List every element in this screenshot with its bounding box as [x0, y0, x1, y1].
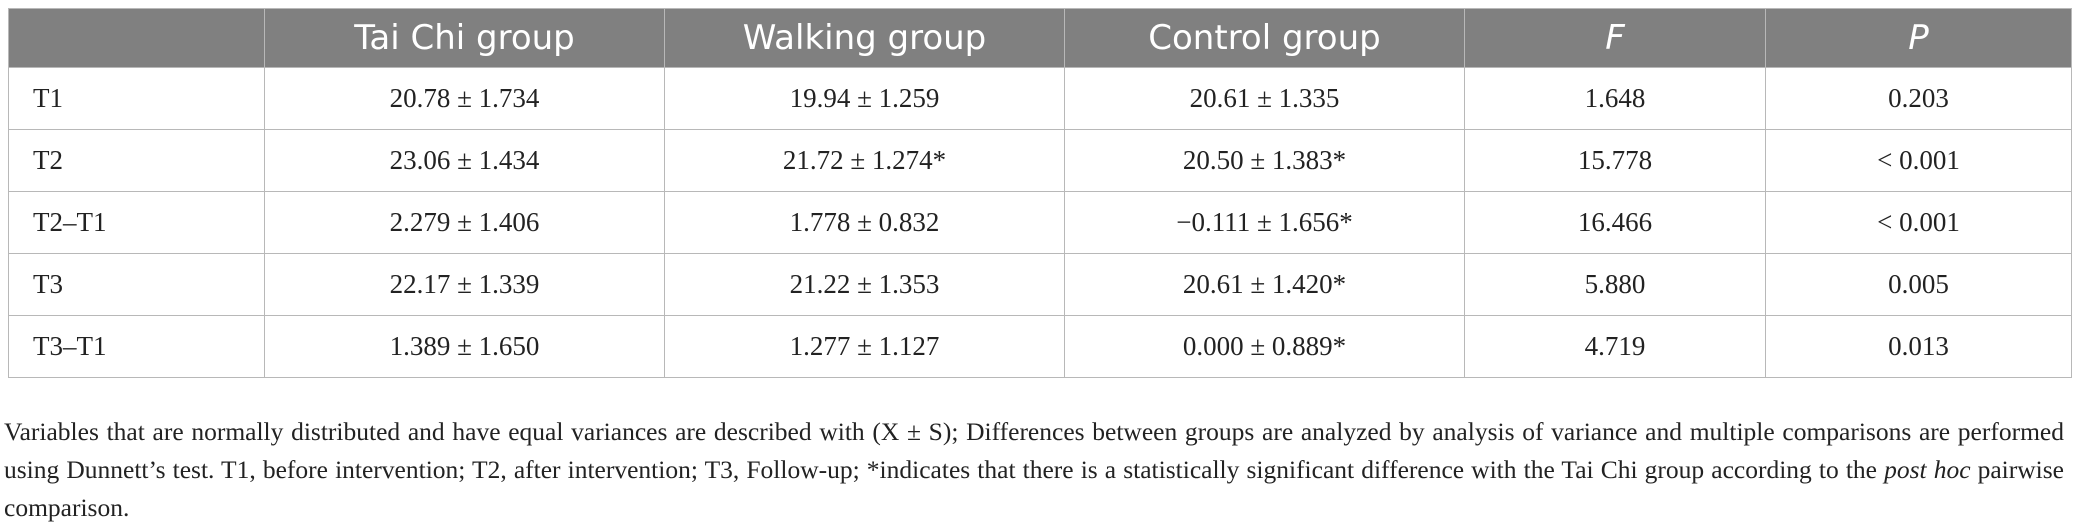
- table-row: T2 23.06 ± 1.434 21.72 ± 1.274* 20.50 ± …: [8, 129, 2072, 192]
- table-row: T3–T1 1.389 ± 1.650 1.277 ± 1.127 0.000 …: [8, 315, 2072, 378]
- table-row: T2–T1 2.279 ± 1.406 1.778 ± 0.832 −0.111…: [8, 191, 2072, 254]
- header-cell-f: F: [1464, 8, 1766, 68]
- header-cell-control: Control group: [1064, 8, 1465, 68]
- header-cell-tai-chi: Tai Chi group: [264, 8, 665, 68]
- table-cell: 1.277 ± 1.127: [664, 315, 1065, 378]
- footnote-text-before: Variables that are normally distributed …: [4, 416, 2064, 484]
- header-cell-p: P: [1765, 8, 2072, 68]
- table-cell: 5.880: [1464, 253, 1766, 316]
- table-cell: < 0.001: [1765, 129, 2072, 192]
- table-cell: 19.94 ± 1.259: [664, 67, 1065, 130]
- row-label: T1: [8, 67, 265, 130]
- row-label: T3: [8, 253, 265, 316]
- table-footnote: Variables that are normally distributed …: [4, 413, 2064, 527]
- table-cell: 20.78 ± 1.734: [264, 67, 665, 130]
- table-cell: 1.778 ± 0.832: [664, 191, 1065, 254]
- table-cell: 1.648: [1464, 67, 1766, 130]
- table-cell: 0.203: [1765, 67, 2072, 130]
- table-cell: 0.000 ± 0.889*: [1064, 315, 1465, 378]
- table-header-row: Tai Chi group Walking group Control grou…: [8, 8, 2072, 68]
- row-label: T3–T1: [8, 315, 265, 378]
- table-cell: 20.61 ± 1.335: [1064, 67, 1465, 130]
- table-cell: 0.013: [1765, 315, 2072, 378]
- table-cell: −0.111 ± 1.656*: [1064, 191, 1465, 254]
- table-cell: < 0.001: [1765, 191, 2072, 254]
- header-cell-walking: Walking group: [664, 8, 1065, 68]
- table-row: T3 22.17 ± 1.339 21.22 ± 1.353 20.61 ± 1…: [8, 253, 2072, 316]
- table-cell: 20.50 ± 1.383*: [1064, 129, 1465, 192]
- table-cell: 4.719: [1464, 315, 1766, 378]
- results-table: Tai Chi group Walking group Control grou…: [8, 8, 2072, 378]
- table-cell: 21.72 ± 1.274*: [664, 129, 1065, 192]
- table-cell: 22.17 ± 1.339: [264, 253, 665, 316]
- table-cell: 15.778: [1464, 129, 1766, 192]
- table-cell: 23.06 ± 1.434: [264, 129, 665, 192]
- table-cell: 20.61 ± 1.420*: [1064, 253, 1465, 316]
- table-cell: 2.279 ± 1.406: [264, 191, 665, 254]
- table-cell: 1.389 ± 1.650: [264, 315, 665, 378]
- table-cell: 21.22 ± 1.353: [664, 253, 1065, 316]
- footnote-italic-term: post hoc: [1884, 454, 1971, 484]
- row-label: T2–T1: [8, 191, 265, 254]
- table-cell: 16.466: [1464, 191, 1766, 254]
- results-table-container: Tai Chi group Walking group Control grou…: [8, 8, 2072, 378]
- table-cell: 0.005: [1765, 253, 2072, 316]
- table-row: T1 20.78 ± 1.734 19.94 ± 1.259 20.61 ± 1…: [8, 67, 2072, 130]
- header-cell-blank: [8, 8, 265, 68]
- row-label: T2: [8, 129, 265, 192]
